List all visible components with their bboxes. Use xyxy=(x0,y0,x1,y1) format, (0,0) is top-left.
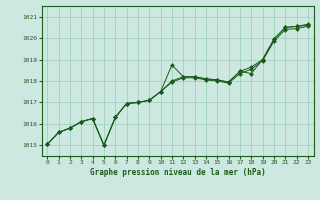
X-axis label: Graphe pression niveau de la mer (hPa): Graphe pression niveau de la mer (hPa) xyxy=(90,168,266,177)
